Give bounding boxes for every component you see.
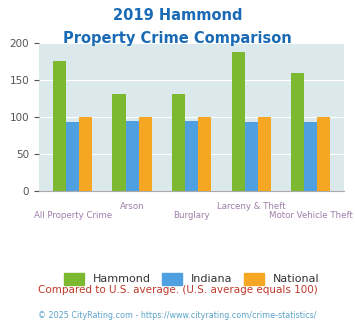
Bar <box>231 52 245 191</box>
Bar <box>113 94 126 191</box>
Text: Property Crime Comparison: Property Crime Comparison <box>63 31 292 46</box>
Bar <box>198 117 211 191</box>
Bar <box>53 61 66 191</box>
Bar <box>291 73 304 191</box>
Bar <box>304 121 317 191</box>
Bar <box>66 121 79 191</box>
Legend: Hammond, Indiana, National: Hammond, Indiana, National <box>60 268 324 289</box>
Bar <box>139 117 152 191</box>
Bar <box>126 121 139 191</box>
Text: © 2025 CityRating.com - https://www.cityrating.com/crime-statistics/: © 2025 CityRating.com - https://www.city… <box>38 311 317 320</box>
Bar <box>185 121 198 191</box>
Text: Motor Vehicle Theft: Motor Vehicle Theft <box>269 211 353 220</box>
Text: Larceny & Theft: Larceny & Theft <box>217 202 285 211</box>
Bar <box>258 117 271 191</box>
Text: Arson: Arson <box>120 202 144 211</box>
Text: All Property Crime: All Property Crime <box>33 211 111 220</box>
Text: Compared to U.S. average. (U.S. average equals 100): Compared to U.S. average. (U.S. average … <box>38 285 317 295</box>
Text: Burglary: Burglary <box>173 211 210 220</box>
Bar <box>172 94 185 191</box>
Bar <box>79 117 92 191</box>
Bar <box>317 117 331 191</box>
Bar <box>245 121 258 191</box>
Text: 2019 Hammond: 2019 Hammond <box>113 8 242 23</box>
